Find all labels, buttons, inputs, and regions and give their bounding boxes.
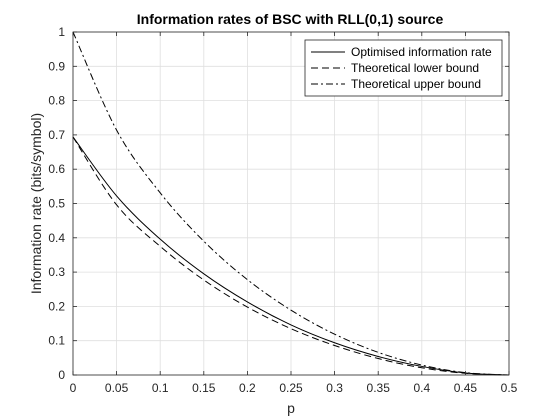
x-tick-label: 0.05 [105,381,129,395]
x-tick-label: 0.15 [192,381,216,395]
chart-title: Information rates of BSC with RLL(0,1) s… [137,11,444,27]
y-tick-label: 0.9 [48,59,65,73]
y-tick-label: 0.3 [48,265,65,279]
y-tick-label: 0.6 [48,162,65,176]
x-axis-label: p [287,400,295,416]
series-line-3 [72,31,510,376]
series-line-1 [72,136,510,376]
legend-label: Optimised information rate [351,45,492,59]
legend-label: Theoretical lower bound [351,61,479,75]
legend-label: Theoretical upper bound [351,77,481,91]
y-tick-label: 0.5 [48,197,65,211]
y-tick-label: 0.7 [48,128,65,142]
y-tick-label: 0.2 [48,299,65,313]
x-tick-label: 0.35 [367,381,391,395]
x-tick-label: 0.5 [501,381,518,395]
x-tick-label: 0.1 [152,381,169,395]
ticks: 0 0.05 0.1 0.15 0.2 0.25 0.3 0.35 0.4 0.45 0.5 0 0.1… [48,25,517,395]
y-tick-label: 0 [58,368,65,382]
x-tick-label: 0.2 [239,381,256,395]
series-line-2 [72,136,510,376]
x-tick-label: 0.4 [413,381,430,395]
legend: Optimised information rate Theoretical lo… [304,39,503,97]
x-tick-label: 0.45 [454,381,478,395]
x-tick-label: 0 [70,381,77,395]
x-tick-label: 0.25 [279,381,303,395]
y-axis-label: Information rate (bits/symbol) [28,113,44,294]
x-tick-label: 0.3 [326,381,343,395]
y-tick-label: 1 [58,25,65,39]
series-layer [72,31,510,376]
y-tick-label: 0.8 [48,94,65,108]
y-tick-label: 0.4 [48,231,65,245]
y-tick-label: 0.1 [48,334,65,348]
